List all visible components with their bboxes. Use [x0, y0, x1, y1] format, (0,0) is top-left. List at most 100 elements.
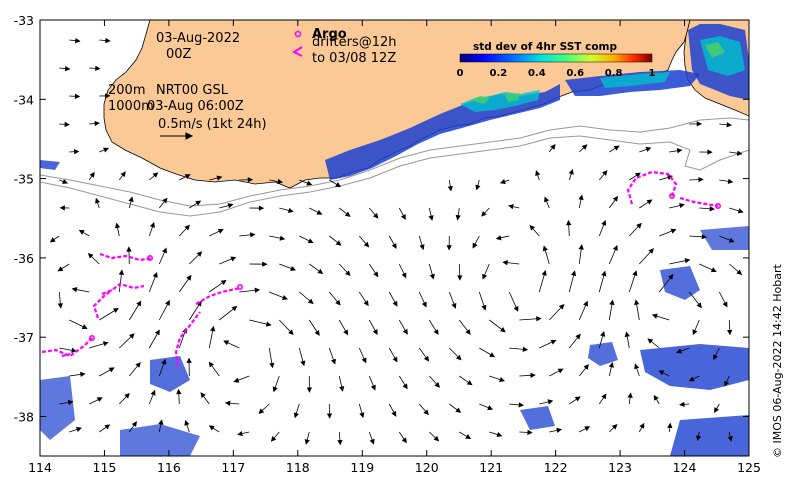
velocity-arrow-head	[530, 372, 536, 378]
velocity-arrow-head	[670, 228, 677, 234]
velocity-arrow-head	[307, 298, 314, 305]
velocity-arrow-head	[714, 407, 720, 414]
velocity-arrow-head	[81, 324, 88, 329]
velocity-arrow-head	[73, 149, 80, 155]
velocity-arrow-head	[636, 222, 642, 229]
velocity-arrow-head	[402, 383, 408, 390]
y-tick-label: -36	[14, 251, 34, 266]
velocity-arrow-head	[557, 368, 564, 374]
velocity-arrow-head	[337, 439, 343, 446]
velocity-arrow-head	[574, 396, 581, 402]
time-label: 00Z	[166, 47, 192, 62]
y-tick-label: -35	[14, 172, 34, 187]
velocity-arrow-head	[600, 331, 606, 337]
colorbar-tick-label: 0.4	[528, 68, 546, 79]
x-tick-label: 119	[350, 460, 374, 475]
velocity-arrow-head	[104, 424, 111, 430]
drifter-marker-icon	[291, 46, 303, 57]
colorbar-tick-label: 0	[457, 68, 464, 79]
credit-label: © IMOS 06-Aug-2022 14:42 Hobart	[771, 264, 784, 458]
velocity-arrow-head	[608, 361, 614, 368]
velocity-arrow-head	[57, 266, 64, 272]
velocity-arrow-head	[423, 355, 430, 362]
velocity-arrow-head	[568, 168, 574, 175]
velocity-arrows	[49, 37, 744, 446]
velocity-arrow-head	[727, 178, 734, 184]
velocity-arrow-head	[611, 424, 618, 430]
product-label: NRT00 GSL	[156, 83, 229, 98]
velocity-arrow-head	[736, 150, 743, 156]
velocity-arrow-head	[265, 321, 272, 327]
velocity-arrow-head	[152, 271, 158, 278]
velocity-arrow-head	[59, 205, 65, 211]
velocity-arrow-head	[550, 144, 556, 150]
velocity-arrow-head	[314, 329, 320, 336]
velocity-arrow-head	[154, 329, 160, 336]
velocity-arrow-head	[105, 37, 111, 44]
velocity-arrow-head	[522, 346, 529, 352]
velocity-arrow-head	[527, 429, 533, 436]
drifter-legend: Argo drifters@12h to 03/08 12Z	[291, 27, 397, 66]
velocity-arrow-head	[634, 363, 640, 370]
velocity-arrow-head	[728, 237, 735, 243]
velocity-arrow-head	[737, 208, 744, 214]
velocity-arrow-head	[696, 121, 703, 127]
velocity-arrow-head	[423, 409, 429, 416]
legend-drifters: drifters@12h	[312, 35, 397, 50]
velocity-arrow-head	[279, 235, 286, 241]
velocity-arrow-head	[613, 145, 620, 151]
velocity-arrow-head	[223, 340, 230, 346]
velocity-arrow-head	[184, 419, 190, 426]
velocity-arrow-head	[258, 408, 265, 414]
velocity-arrow-head	[550, 339, 557, 345]
colorbar: std dev of 4hr SST comp 0 0.2 0.4 0.6 0.8 1	[457, 41, 656, 79]
velocity-arrow-head	[184, 174, 191, 179]
velocity-arrow-head	[667, 422, 673, 429]
velocity-arrow-head	[736, 269, 743, 275]
velocity-arrow-head	[87, 252, 94, 259]
velocity-arrow-head	[688, 376, 695, 382]
velocity-arrow-head	[535, 170, 541, 177]
velocity-arrow-head	[508, 204, 514, 210]
velocity-arrow-head	[391, 243, 397, 249]
velocity-arrow-head	[224, 400, 231, 406]
velocity-arrow-head	[627, 392, 633, 398]
velocity-arrow-head	[326, 413, 333, 419]
velocity-arrow-head	[647, 338, 654, 344]
velocity-arrow-head	[455, 214, 461, 221]
velocity-arrow-head	[489, 352, 496, 358]
x-tick-label: 117	[221, 460, 245, 475]
x-tick-label: 116	[157, 460, 181, 475]
x-tick-label: 120	[415, 460, 439, 475]
velocity-arrow-head	[161, 358, 167, 365]
velocity-arrow-head	[369, 438, 375, 445]
velocity-arrow-head	[578, 194, 584, 201]
velocity-arrow-head	[258, 205, 265, 211]
x-tick-label: 123	[608, 460, 632, 475]
velocity-scale-arrow	[160, 132, 194, 140]
velocity-arrow-head	[64, 65, 71, 72]
colorbar-tick-label: 0.8	[605, 68, 623, 79]
velocity-arrow-head	[495, 235, 502, 241]
velocity-arrow-head	[578, 244, 584, 250]
velocity-arrow-head	[343, 329, 349, 336]
velocity-arrow-head	[186, 274, 192, 281]
velocity-arrow-head	[727, 329, 733, 336]
velocity-arrow-head	[722, 301, 728, 308]
velocity-arrow-head	[584, 426, 591, 432]
velocity-arrow-head	[316, 209, 323, 215]
velocity-arrow-head	[634, 299, 640, 306]
velocity-arrow-head	[701, 234, 708, 240]
velocity-arrow-head	[692, 329, 698, 336]
velocity-arrow-head	[345, 270, 351, 276]
velocity-arrow-head	[293, 412, 299, 419]
velocity-arrow-head	[583, 364, 589, 370]
velocity-arrow-head	[679, 401, 685, 408]
velocity-arrow-head	[300, 360, 306, 367]
velocity-arrow-head	[247, 177, 254, 183]
velocity-arrow-head	[434, 382, 440, 388]
velocity-arrow-head	[646, 199, 653, 205]
velocity-arrow-head	[513, 305, 519, 312]
velocity-arrow-head	[372, 212, 379, 219]
velocity-arrow-head	[95, 197, 101, 204]
